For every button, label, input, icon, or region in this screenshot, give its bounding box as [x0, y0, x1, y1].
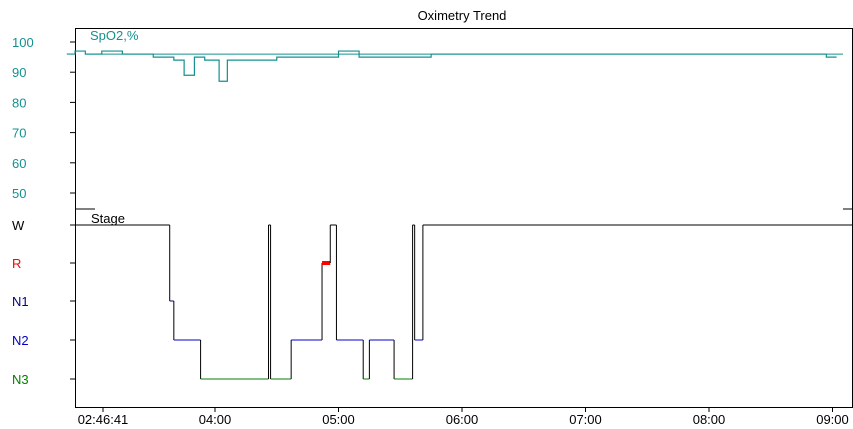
x-tick-label: 05:00 [322, 412, 355, 427]
stage-y-tick-label: N2 [12, 333, 29, 348]
x-tick-label: 06:00 [446, 412, 479, 427]
spo2-trace [66, 50, 843, 82]
chart-title: Oximetry Trend [418, 8, 507, 23]
spo2-y-tick-label: 70 [12, 126, 26, 141]
stage-y-tick-label: N1 [12, 294, 29, 309]
spo2-series-label: SpO2,% [90, 28, 139, 43]
x-tick-label: 02:46:41 [78, 412, 129, 427]
stage-series-label: Stage [91, 211, 125, 226]
spo2-y-tick-label: 60 [12, 156, 26, 171]
x-tick-label: 04:00 [199, 412, 232, 427]
spo2-y-tick-label: 100 [12, 35, 34, 50]
time-x-axis: 02:46:41 04:00 05:00 06:00 07:00 08:00 09:00 [78, 407, 849, 427]
x-tick-label: 08:00 [693, 412, 726, 427]
stage-y-tick-label: R [12, 256, 21, 271]
spo2-line [66, 50, 837, 82]
plot-frame [75, 28, 853, 408]
stage-y-tick-label: N3 [12, 372, 29, 387]
spo2-y-tick-label: 50 [12, 186, 26, 201]
stage-hypnogram [75, 224, 852, 380]
stage-y-tick-label: W [12, 218, 25, 233]
x-tick-label: 07:00 [569, 412, 602, 427]
spo2-y-axis: 50 60 70 80 90 100 [12, 35, 853, 210]
spo2-y-tick-label: 90 [12, 65, 26, 80]
spo2-y-tick-label: 80 [12, 95, 26, 110]
x-tick-label: 09:00 [816, 412, 849, 427]
stage-y-axis: W R N1 N2 N3 [12, 218, 75, 387]
